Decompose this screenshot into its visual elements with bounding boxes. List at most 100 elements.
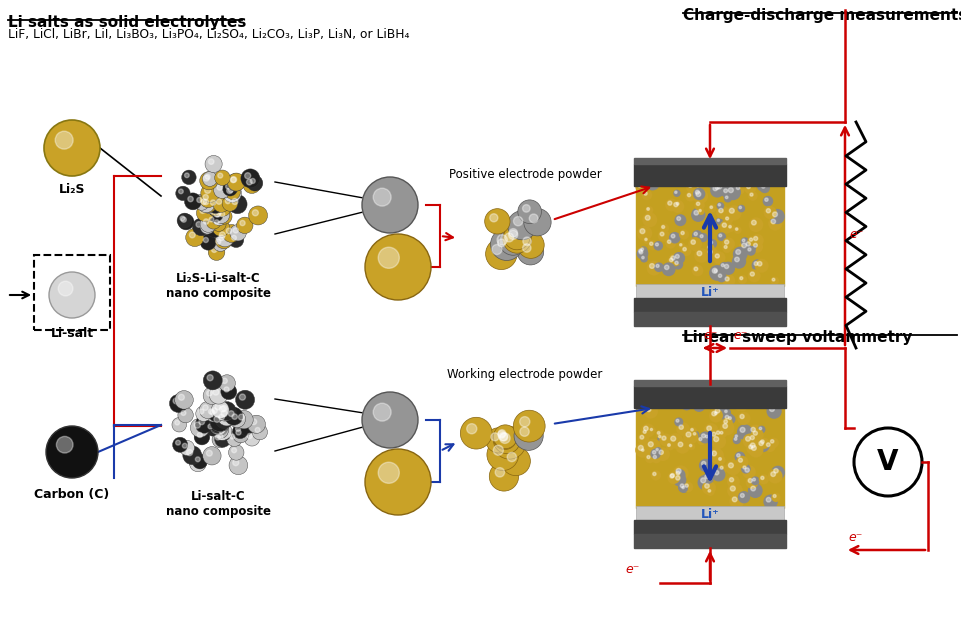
Circle shape	[716, 206, 729, 219]
Circle shape	[208, 424, 212, 429]
Circle shape	[640, 448, 648, 455]
Circle shape	[734, 451, 746, 462]
Circle shape	[649, 179, 653, 184]
Circle shape	[490, 214, 498, 222]
Circle shape	[219, 429, 224, 434]
Circle shape	[499, 432, 507, 441]
Circle shape	[717, 232, 727, 241]
Text: Li salts as solid electrolytes: Li salts as solid electrolytes	[8, 15, 246, 30]
Text: Li₂S: Li₂S	[59, 183, 86, 196]
Circle shape	[207, 374, 213, 381]
Circle shape	[177, 213, 192, 228]
Circle shape	[199, 419, 205, 425]
Circle shape	[211, 408, 217, 414]
Circle shape	[185, 193, 202, 210]
Circle shape	[655, 430, 664, 438]
Circle shape	[774, 494, 776, 498]
Circle shape	[714, 404, 718, 409]
Circle shape	[694, 267, 698, 271]
Circle shape	[643, 430, 646, 433]
Circle shape	[176, 186, 190, 201]
Bar	[634, 520, 786, 534]
Circle shape	[722, 264, 725, 267]
Circle shape	[225, 407, 243, 425]
Circle shape	[182, 170, 196, 184]
Circle shape	[699, 209, 702, 212]
Circle shape	[720, 466, 723, 469]
Circle shape	[854, 428, 922, 496]
Circle shape	[733, 247, 748, 261]
Circle shape	[673, 473, 686, 486]
Circle shape	[216, 426, 231, 441]
Circle shape	[654, 447, 662, 454]
Circle shape	[716, 217, 723, 225]
Circle shape	[643, 404, 658, 419]
Circle shape	[639, 403, 643, 408]
Text: Li⁺: Li⁺	[701, 286, 720, 299]
Circle shape	[751, 486, 755, 491]
Circle shape	[752, 259, 764, 271]
Circle shape	[642, 213, 657, 228]
Circle shape	[665, 198, 678, 211]
Circle shape	[740, 414, 744, 419]
Circle shape	[493, 425, 517, 449]
Circle shape	[698, 208, 704, 215]
Bar	[634, 164, 786, 186]
Circle shape	[735, 435, 737, 437]
Circle shape	[678, 482, 689, 493]
Circle shape	[238, 414, 244, 420]
Circle shape	[44, 120, 100, 176]
Circle shape	[247, 433, 253, 439]
Circle shape	[715, 185, 719, 189]
Circle shape	[210, 200, 216, 205]
Circle shape	[739, 206, 742, 209]
Circle shape	[195, 416, 213, 433]
Circle shape	[203, 405, 209, 411]
Circle shape	[728, 417, 731, 419]
Circle shape	[703, 434, 712, 442]
Circle shape	[208, 202, 223, 216]
Circle shape	[734, 400, 745, 411]
Circle shape	[513, 216, 523, 226]
Circle shape	[742, 465, 756, 479]
Circle shape	[212, 432, 228, 447]
Circle shape	[523, 244, 531, 252]
Circle shape	[738, 275, 748, 284]
Circle shape	[210, 412, 230, 432]
Circle shape	[720, 421, 734, 436]
Circle shape	[237, 418, 254, 436]
Circle shape	[642, 256, 644, 259]
Circle shape	[701, 234, 703, 238]
Circle shape	[219, 414, 225, 420]
Circle shape	[711, 451, 717, 456]
Circle shape	[719, 234, 722, 237]
Circle shape	[727, 483, 743, 499]
Circle shape	[185, 173, 189, 178]
Circle shape	[754, 259, 769, 272]
Circle shape	[737, 205, 745, 212]
Circle shape	[722, 186, 733, 198]
Circle shape	[524, 209, 551, 236]
Circle shape	[206, 174, 210, 179]
Circle shape	[732, 436, 741, 444]
Circle shape	[675, 418, 683, 426]
Circle shape	[236, 217, 253, 234]
Bar	[634, 534, 786, 548]
Circle shape	[677, 422, 690, 436]
Circle shape	[677, 202, 678, 205]
Circle shape	[215, 228, 234, 247]
Circle shape	[641, 248, 644, 251]
Circle shape	[487, 439, 519, 471]
Circle shape	[652, 453, 661, 463]
Circle shape	[517, 239, 544, 265]
Circle shape	[763, 196, 774, 206]
Circle shape	[649, 427, 656, 434]
Text: e⁻: e⁻	[625, 563, 639, 576]
Circle shape	[710, 434, 727, 449]
Circle shape	[495, 468, 505, 477]
Circle shape	[57, 436, 73, 453]
Circle shape	[719, 458, 722, 461]
Circle shape	[211, 247, 217, 252]
Circle shape	[726, 416, 728, 419]
Circle shape	[720, 431, 723, 434]
